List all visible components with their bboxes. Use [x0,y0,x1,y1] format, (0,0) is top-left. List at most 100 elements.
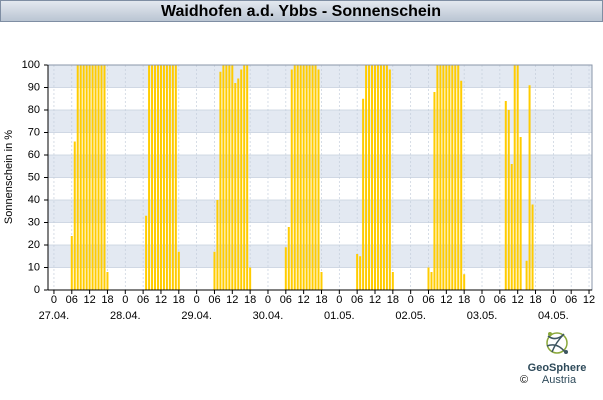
bar [457,65,460,290]
bar [359,256,362,290]
bar [299,65,302,290]
bar [427,267,430,290]
bar [365,65,368,290]
bar [528,85,531,290]
bar [284,247,287,290]
bar [293,65,296,290]
x-tick-label: 12 [298,294,310,306]
x-tick-label: 18 [529,294,541,306]
bar [385,65,388,290]
bar [311,65,314,290]
date-label: 02.05. [395,310,426,322]
bar [177,251,180,290]
y-tick-label: 20 [28,239,40,251]
date-label: 04.05. [538,310,569,322]
x-tick-label: 06 [351,294,363,306]
bar [302,65,305,290]
grid-band [48,110,592,133]
bar [246,65,249,290]
bar [433,92,436,290]
date-label: 03.05. [467,310,498,322]
bar [454,65,457,290]
bar [510,164,513,290]
grid-band [48,200,592,223]
x-tick-label: 12 [369,294,381,306]
bar [368,65,371,290]
bar [373,65,376,290]
bar [439,65,442,290]
bar [519,137,522,290]
bar [76,65,79,290]
bar [82,65,85,290]
x-tick-label: 12 [155,294,167,306]
bar [174,65,177,290]
x-tick-label: 0 [408,294,414,306]
bar [171,65,174,290]
x-tick-label: 12 [583,294,595,306]
x-tick-label: 0 [479,294,485,306]
bar [156,65,159,290]
bar [73,141,76,290]
bar [231,65,234,290]
bar [287,227,290,290]
date-label: 27.04. [39,310,70,322]
x-tick-label: 18 [315,294,327,306]
date-label: 30.04. [253,310,284,322]
bar [382,65,385,290]
x-tick-label: 0 [122,294,128,306]
bar [463,274,466,290]
bar [296,65,299,290]
bar [356,254,359,290]
x-tick-label: 0 [336,294,342,306]
bar [513,65,516,290]
bar [94,65,97,290]
bar [371,65,374,290]
x-tick-label: 18 [387,294,399,306]
bar [79,65,82,290]
y-tick-label: 30 [28,216,40,228]
x-tick-label: 18 [458,294,470,306]
x-tick-label: 0 [550,294,556,306]
bar [376,65,379,290]
grid-band [48,155,592,178]
bar [516,65,519,290]
bar [222,65,225,290]
bar [103,65,106,290]
bar [436,65,439,290]
date-label: 01.05. [324,310,355,322]
bar [228,65,231,290]
x-tick-label: 06 [494,294,506,306]
x-tick-label: 06 [565,294,577,306]
x-tick-label: 06 [422,294,434,306]
bar [314,65,317,290]
x-tick-label: 12 [226,294,238,306]
bar [91,65,94,290]
y-tick-label: 50 [28,171,40,183]
bar [85,65,88,290]
bar [531,204,534,290]
bar [237,78,240,290]
bar [504,101,507,290]
bar [219,71,222,290]
bar [379,65,382,290]
y-tick-label: 80 [28,104,40,116]
bar [451,65,454,290]
bar [430,272,433,290]
bar [148,65,151,290]
bar [100,65,103,290]
bar [362,98,365,290]
y-tick-label: 10 [28,261,40,273]
bar [460,80,463,290]
x-tick-label: 18 [173,294,185,306]
logo-name: GeoSphere [528,362,587,374]
bar [243,65,246,290]
bar [159,65,162,290]
logo-sub: Austria [542,374,577,386]
chart-title: Waidhofen a.d. Ybbs - Sonnenschein [161,3,441,20]
bar [308,65,311,290]
bar [445,65,448,290]
bar [225,65,228,290]
bar [70,236,73,290]
x-tick-label: 12 [512,294,524,306]
